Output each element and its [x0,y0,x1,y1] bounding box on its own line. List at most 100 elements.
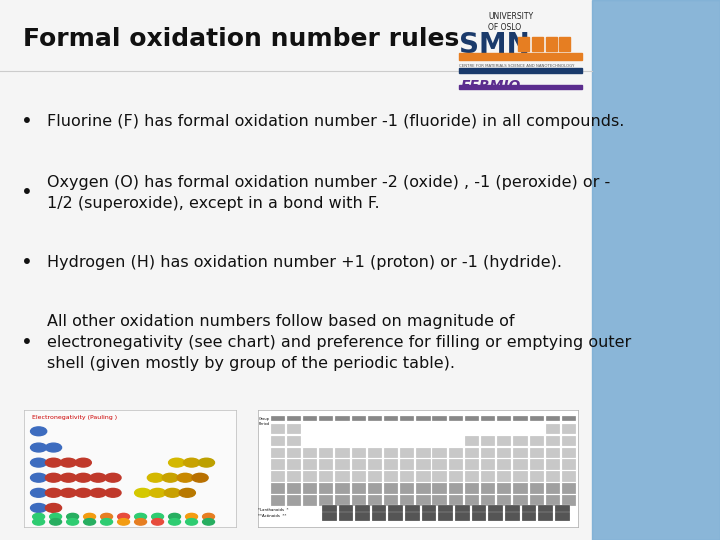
Bar [368,471,382,482]
Bar [449,416,463,421]
Bar [546,416,560,421]
Bar [465,436,479,446]
Bar [592,0,720,540]
Circle shape [135,518,147,525]
Bar [539,512,553,521]
Bar [513,436,528,446]
Circle shape [90,474,106,482]
Circle shape [45,503,62,512]
Circle shape [177,474,193,482]
Bar [405,512,420,521]
Bar [271,416,285,421]
Bar [488,512,503,521]
Circle shape [50,514,62,520]
Bar [546,436,560,446]
Bar [400,471,414,482]
Bar [384,416,398,421]
Bar [416,460,431,470]
Bar [368,460,382,470]
Bar [338,512,354,521]
Circle shape [168,458,185,467]
Bar [546,483,560,494]
Circle shape [45,474,62,482]
Bar [303,460,318,470]
Bar [400,416,414,421]
Bar [562,416,576,421]
Bar [472,505,487,514]
Bar [416,448,431,458]
Bar [481,460,495,470]
Bar [559,37,570,51]
Circle shape [162,474,179,482]
Circle shape [202,518,215,525]
Bar [481,495,495,506]
Circle shape [60,488,76,497]
Text: Group: Group [258,417,269,421]
Bar [530,436,544,446]
Bar [303,471,318,482]
Circle shape [84,518,96,525]
Bar [562,471,576,482]
Bar [319,495,333,506]
Bar [505,512,520,521]
Bar [530,448,544,458]
Bar [465,495,479,506]
Bar [449,460,463,470]
Text: CENTRE FOR MATERIALS SCIENCE AND NANOTECHNOLOGY: CENTRE FOR MATERIALS SCIENCE AND NANOTEC… [459,64,575,68]
Circle shape [135,488,150,497]
Bar [459,53,582,60]
Text: **Actinoids  **: **Actinoids ** [258,515,287,518]
Circle shape [60,458,76,467]
Bar [368,448,382,458]
Bar [287,448,301,458]
Bar [271,424,285,434]
Bar [546,495,560,506]
Bar [513,495,528,506]
Bar [351,471,366,482]
Bar [530,416,544,421]
Bar [336,448,350,458]
Circle shape [45,443,62,452]
Bar [472,512,487,521]
Bar [433,471,446,482]
Bar [546,471,560,482]
Bar [405,505,420,514]
Bar [498,495,511,506]
Bar [416,471,431,482]
Bar [498,416,511,421]
Bar [530,483,544,494]
Bar [319,460,333,470]
Bar [562,460,576,470]
Bar [513,471,528,482]
Bar [539,505,553,514]
Bar [488,505,503,514]
Circle shape [32,518,45,525]
Bar [384,495,398,506]
Bar [319,483,333,494]
Bar [287,460,301,470]
Circle shape [67,514,78,520]
Bar [287,471,301,482]
Bar [319,448,333,458]
Bar [562,424,576,434]
Bar [562,436,576,446]
Circle shape [50,518,62,525]
Bar [562,495,576,506]
Bar [433,416,446,421]
Circle shape [30,474,47,482]
Bar [351,416,366,421]
Circle shape [184,458,199,467]
Bar [336,460,350,470]
Text: SMN: SMN [459,31,530,59]
Bar [498,436,511,446]
Text: •: • [22,112,33,131]
Bar [400,495,414,506]
Circle shape [105,474,121,482]
Bar [465,483,479,494]
Bar [336,471,350,482]
Bar [513,416,528,421]
Bar [287,424,301,434]
Circle shape [75,458,91,467]
Bar [351,495,366,506]
Bar [351,483,366,494]
